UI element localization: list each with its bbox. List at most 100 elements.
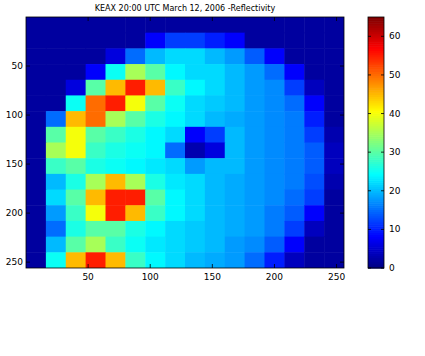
cell xyxy=(106,48,126,64)
cell xyxy=(66,48,86,64)
cell xyxy=(46,252,66,268)
cell xyxy=(165,221,185,237)
x-tick xyxy=(150,264,151,268)
colorbar-tick-label: 0 xyxy=(389,263,395,273)
cell xyxy=(245,95,265,111)
cell xyxy=(26,95,46,111)
y-tick xyxy=(26,262,30,263)
cell xyxy=(145,205,165,221)
cell xyxy=(106,143,126,159)
cell xyxy=(185,111,205,127)
cell xyxy=(26,143,46,159)
cell xyxy=(225,221,245,237)
cell xyxy=(284,17,304,33)
cell xyxy=(205,252,225,268)
colorbar-tick-label: 20 xyxy=(389,186,401,196)
cell xyxy=(265,17,285,33)
cell xyxy=(125,64,145,80)
cell xyxy=(225,174,245,190)
colorbar-tick xyxy=(381,268,384,269)
cell xyxy=(284,64,304,80)
cell xyxy=(26,237,46,253)
cell xyxy=(284,190,304,206)
colorbar-band xyxy=(368,17,384,20)
cell xyxy=(225,111,245,127)
cell xyxy=(324,205,344,221)
cell xyxy=(106,252,126,268)
cell xyxy=(324,190,344,206)
cell xyxy=(145,111,165,127)
cell xyxy=(225,64,245,80)
cell xyxy=(26,111,46,127)
cell xyxy=(106,158,126,174)
cell xyxy=(26,33,46,49)
cell xyxy=(265,190,285,206)
cell xyxy=(304,174,324,190)
cell xyxy=(284,205,304,221)
cell xyxy=(26,252,46,268)
colorbar-tick xyxy=(381,229,384,230)
cells xyxy=(26,17,344,268)
cell xyxy=(225,95,245,111)
cell xyxy=(46,17,66,33)
cell xyxy=(225,143,245,159)
y-tick xyxy=(26,66,30,67)
colorbar xyxy=(368,17,384,269)
cell xyxy=(125,48,145,64)
cell xyxy=(225,33,245,49)
cell xyxy=(145,17,165,33)
cell xyxy=(205,237,225,253)
cell xyxy=(26,17,46,33)
cell xyxy=(324,111,344,127)
cell xyxy=(145,158,165,174)
cell xyxy=(165,127,185,143)
cell xyxy=(284,143,304,159)
cell xyxy=(304,205,324,221)
cell xyxy=(125,174,145,190)
cell xyxy=(145,190,165,206)
cell xyxy=(304,48,324,64)
cell xyxy=(106,33,126,49)
cell xyxy=(106,17,126,33)
cell xyxy=(106,221,126,237)
cell xyxy=(324,221,344,237)
cell xyxy=(125,127,145,143)
x-tick xyxy=(336,264,337,268)
colorbar-tick xyxy=(368,152,371,153)
cell xyxy=(205,95,225,111)
cell xyxy=(46,237,66,253)
frame xyxy=(26,17,344,268)
cell xyxy=(125,205,145,221)
cell xyxy=(26,174,46,190)
cell xyxy=(185,174,205,190)
cell xyxy=(265,174,285,190)
colorbar-tick xyxy=(381,152,384,153)
cell xyxy=(245,252,265,268)
x-tick-label: 150 xyxy=(204,272,221,282)
cell xyxy=(284,174,304,190)
cell xyxy=(265,64,285,80)
cell xyxy=(245,111,265,127)
cell xyxy=(324,237,344,253)
cell xyxy=(66,17,86,33)
y-tick xyxy=(340,262,344,263)
colorbar-tick-label: 10 xyxy=(389,224,401,234)
colorbar-tick xyxy=(368,113,371,114)
colorbar-tick xyxy=(381,36,384,37)
cell xyxy=(304,221,324,237)
cell xyxy=(26,190,46,206)
colorbar-tick-label: 60 xyxy=(389,31,401,41)
y-tick xyxy=(340,164,344,165)
cell xyxy=(106,237,126,253)
x-tick xyxy=(88,264,89,268)
cell xyxy=(205,205,225,221)
cell xyxy=(86,221,106,237)
y-tick xyxy=(26,164,30,165)
y-tick xyxy=(26,213,30,214)
cell xyxy=(165,17,185,33)
cell xyxy=(46,48,66,64)
cell xyxy=(106,95,126,111)
cell xyxy=(165,174,185,190)
cell xyxy=(265,48,285,64)
cell xyxy=(26,221,46,237)
